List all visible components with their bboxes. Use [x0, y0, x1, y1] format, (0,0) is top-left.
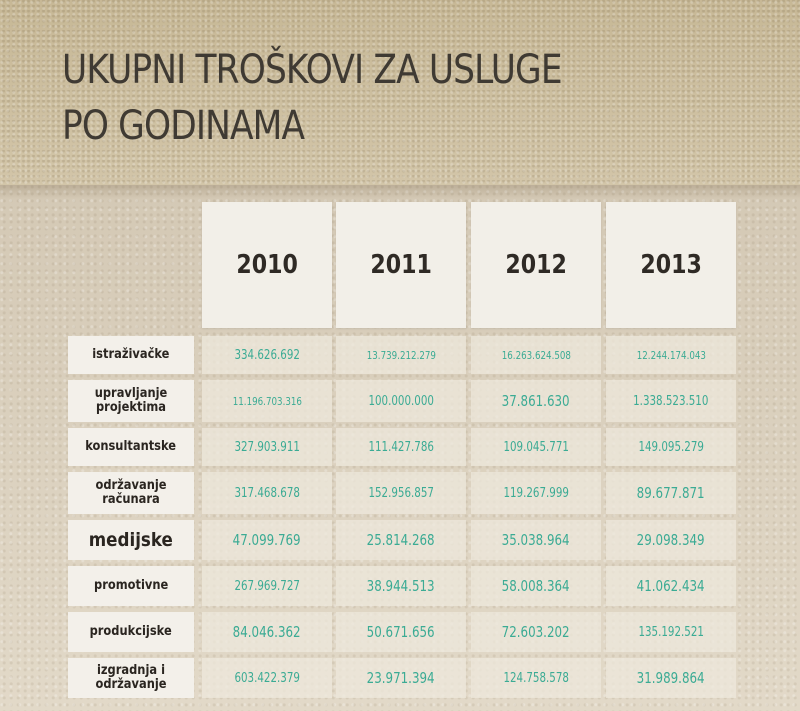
table-cell: 119.267.999	[471, 472, 601, 514]
table-cell: 152.956.857	[336, 472, 466, 514]
table-cell: 41.062.434	[606, 566, 736, 606]
table-cell: 35.038.964	[471, 520, 601, 560]
table-cell: 13.739.212.279	[336, 336, 466, 374]
category-label: izgradnja i održavanje	[68, 658, 194, 698]
table-cell: 111.427.786	[336, 428, 466, 466]
table-cell: 47.099.769	[202, 520, 332, 560]
year-label: 2012	[505, 250, 567, 280]
table-cell: 327.903.911	[202, 428, 332, 466]
table-cell: 29.098.349	[606, 520, 736, 560]
table-cell: 317.468.678	[202, 472, 332, 514]
header-shadow	[0, 185, 800, 199]
table-cell: 12.244.174.043	[606, 336, 736, 374]
table-cell: 135.192.521	[606, 612, 736, 652]
year-label: 2013	[640, 250, 702, 280]
table-cell: 1.338.523.510	[606, 380, 736, 422]
category-label: istraživačke	[68, 336, 194, 374]
table-cell: 72.603.202	[471, 612, 601, 652]
table-cell: 603.422.379	[202, 658, 332, 698]
table-cell: 109.045.771	[471, 428, 601, 466]
page-title: UKUPNI TROŠKOVI ZA USLUGE PO GODINAMA	[62, 47, 563, 149]
category-label: konsultantske	[68, 428, 194, 466]
year-header-2010: 2010	[202, 202, 332, 328]
table-cell: 16.263.624.508	[471, 336, 601, 374]
table-cell: 124.758.578	[471, 658, 601, 698]
table-cell: 58.008.364	[471, 566, 601, 606]
table-cell: 23.971.394	[336, 658, 466, 698]
table-cell: 267.969.727	[202, 566, 332, 606]
table-cell: 11.196.703.316	[202, 380, 332, 422]
category-label: promotivne	[68, 566, 194, 606]
table-cell: 25.814.268	[336, 520, 466, 560]
year-label: 2011	[370, 250, 432, 280]
table-cell: 37.861.630	[471, 380, 601, 422]
table-cell: 31.989.864	[606, 658, 736, 698]
category-label: produkcijske	[68, 612, 194, 652]
year-header-2011: 2011	[336, 202, 466, 328]
table-cell: 149.095.279	[606, 428, 736, 466]
year-label: 2010	[236, 250, 298, 280]
year-header-2013: 2013	[606, 202, 736, 328]
table-cell: 38.944.513	[336, 566, 466, 606]
table-cell: 100.000.000	[336, 380, 466, 422]
header-band	[0, 0, 800, 185]
table-cell: 89.677.871	[606, 472, 736, 514]
category-label: upravljanje projektima	[68, 380, 194, 422]
table-cell: 50.671.656	[336, 612, 466, 652]
table-cell: 334.626.692	[202, 336, 332, 374]
year-header-2012: 2012	[471, 202, 601, 328]
category-label: medijske	[68, 520, 194, 560]
category-label: održavanje računara	[68, 472, 194, 514]
table-cell: 84.046.362	[202, 612, 332, 652]
